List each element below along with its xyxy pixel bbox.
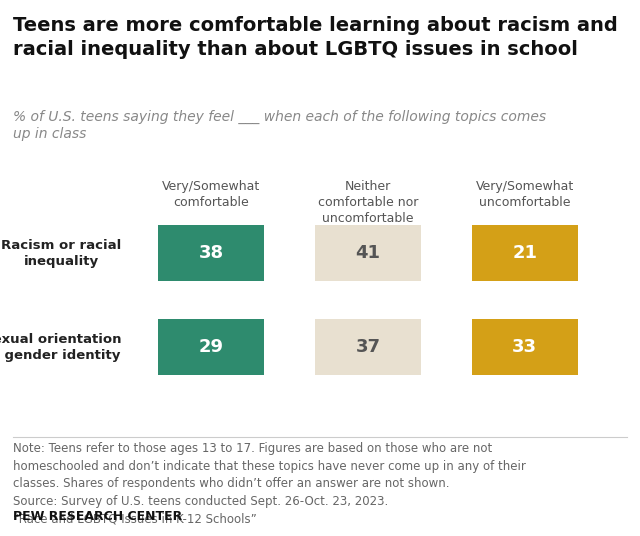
Text: Very/Somewhat
uncomfortable: Very/Somewhat uncomfortable (476, 180, 574, 209)
Text: Sexual orientation
or gender identity: Sexual orientation or gender identity (0, 332, 122, 362)
Text: 21: 21 (512, 244, 538, 262)
Text: PEW RESEARCH CENTER: PEW RESEARCH CENTER (13, 510, 182, 523)
Text: Racism or racial
inequality: Racism or racial inequality (1, 239, 122, 268)
Text: 41: 41 (355, 244, 381, 262)
Text: Teens are more comfortable learning about racism and
racial inequality than abou: Teens are more comfortable learning abou… (13, 16, 618, 58)
FancyBboxPatch shape (315, 225, 421, 281)
Text: Very/Somewhat
comfortable: Very/Somewhat comfortable (162, 180, 260, 209)
Text: 38: 38 (198, 244, 224, 262)
FancyBboxPatch shape (315, 319, 421, 375)
FancyBboxPatch shape (159, 225, 264, 281)
Text: 29: 29 (198, 338, 224, 356)
FancyBboxPatch shape (159, 319, 264, 375)
Text: 37: 37 (355, 338, 381, 356)
Text: Note: Teens refer to those ages 13 to 17. Figures are based on those who are not: Note: Teens refer to those ages 13 to 17… (13, 442, 525, 525)
FancyBboxPatch shape (472, 319, 578, 375)
Text: % of U.S. teens saying they feel ___ when each of the following topics comes
up : % of U.S. teens saying they feel ___ whe… (13, 110, 546, 142)
Text: Neither
comfortable nor
uncomfortable: Neither comfortable nor uncomfortable (318, 180, 418, 225)
FancyBboxPatch shape (472, 225, 578, 281)
Text: 33: 33 (512, 338, 538, 356)
